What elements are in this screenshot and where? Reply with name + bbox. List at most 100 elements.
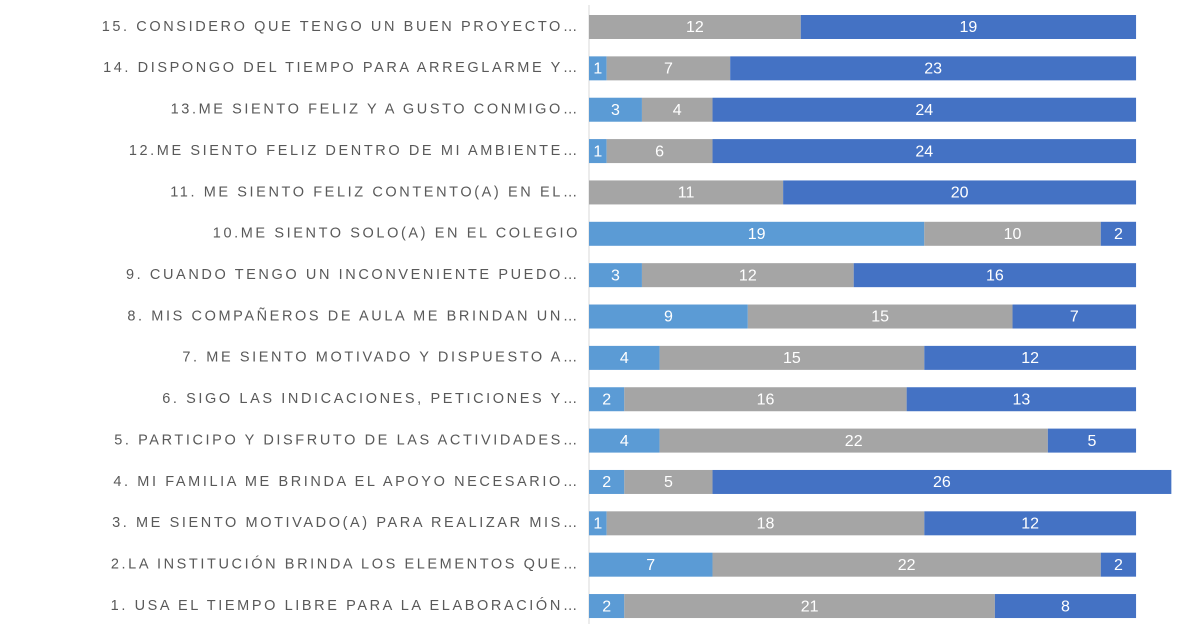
data-label: 2 xyxy=(602,598,611,615)
bar-segment xyxy=(924,345,1137,370)
data-label: 20 xyxy=(951,185,969,202)
bar-segment xyxy=(906,387,1137,412)
data-label: 12 xyxy=(1021,516,1039,533)
data-label: 23 xyxy=(924,61,942,78)
category-label: 10.ME SIENTO SOLO(A) EN EL COLEGIO xyxy=(213,226,580,242)
data-label: 12 xyxy=(739,267,757,284)
bar-segment xyxy=(659,345,925,370)
bar-segment xyxy=(589,221,925,246)
bar-segment xyxy=(589,511,607,536)
bar-segment xyxy=(924,221,1101,246)
bar-segment xyxy=(589,97,642,122)
data-label: 9 xyxy=(664,309,673,326)
bar-segment xyxy=(747,304,1013,329)
data-label: 4 xyxy=(620,350,629,367)
data-label: 2 xyxy=(1114,557,1123,574)
bar-segment xyxy=(712,97,1137,122)
data-label: 24 xyxy=(915,143,933,160)
data-label: 4 xyxy=(673,102,682,119)
category-label: 3. ME SIENTO MOTIVADO(A) PARA REALIZAR M… xyxy=(112,515,580,531)
category-label: 12.ME SIENTO FELIZ DENTRO DE MI AMBIENTE… xyxy=(129,143,580,159)
data-label: 22 xyxy=(898,557,916,574)
bar-segment xyxy=(783,180,1137,205)
bar-segment xyxy=(589,428,660,453)
bar-segment xyxy=(589,180,784,205)
bar-segment xyxy=(589,263,642,288)
bar-segment xyxy=(589,304,748,329)
data-label: 12 xyxy=(1021,350,1039,367)
bar-segment xyxy=(659,428,1048,453)
bar-segment xyxy=(994,594,1137,619)
bar-segment xyxy=(589,552,713,577)
data-label: 16 xyxy=(757,391,775,408)
bar-segment xyxy=(712,552,1101,577)
data-label: 7 xyxy=(664,61,673,78)
data-label: 10 xyxy=(1004,226,1022,243)
category-label: 15. CONSIDERO QUE TENGO UN BUEN PROYECTO… xyxy=(102,19,580,35)
plot-area: 0121917233424162401120191023121691574151… xyxy=(589,15,1172,619)
bar-segment xyxy=(624,594,995,619)
category-label: 9. CUANDO TENGO UN INCONVENIENTE PUEDO… xyxy=(126,267,580,283)
data-label: 21 xyxy=(801,598,819,615)
bar-segment xyxy=(712,139,1137,164)
data-label: 3 xyxy=(611,102,620,119)
data-label: 5 xyxy=(664,474,673,491)
bar-segment xyxy=(624,469,713,494)
data-label: 2 xyxy=(1114,226,1123,243)
data-label: 22 xyxy=(845,433,863,450)
bar-segment xyxy=(1100,221,1137,246)
bar-segment xyxy=(641,263,854,288)
data-label: 1 xyxy=(593,143,602,160)
bar-segment xyxy=(624,387,907,412)
data-label: 16 xyxy=(986,267,1004,284)
data-label: 26 xyxy=(933,474,951,491)
data-label: 11 xyxy=(678,185,695,202)
data-label: 7 xyxy=(1070,309,1079,326)
bar-segment xyxy=(589,387,625,412)
category-label: 1. USA EL TIEMPO LIBRE PARA LA ELABORACI… xyxy=(111,597,580,614)
data-label: 15 xyxy=(783,350,801,367)
bar-segment xyxy=(606,139,713,164)
data-label: 3 xyxy=(611,267,620,284)
data-label: 13 xyxy=(1012,391,1030,408)
bar-segment xyxy=(1100,552,1137,577)
category-label: 6. SIGO LAS INDICACIONES, PETICIONES Y… xyxy=(162,391,580,407)
bar-segment xyxy=(1012,304,1137,329)
category-label: 8. MIS COMPAÑEROS DE AULA ME BRINDAN UN… xyxy=(127,307,580,324)
data-label: 19 xyxy=(960,19,978,36)
category-label: 11. ME SIENTO FELIZ CONTENTO(A) EN EL… xyxy=(170,184,580,200)
bar-segment xyxy=(1047,428,1137,453)
bar-segment xyxy=(924,511,1137,536)
data-label: 6 xyxy=(655,143,664,160)
bar-segment xyxy=(606,511,925,536)
data-label: 1 xyxy=(593,61,602,78)
data-label: 15 xyxy=(871,309,889,326)
data-label: 8 xyxy=(1061,598,1070,615)
data-label: 19 xyxy=(748,226,766,243)
data-label: 24 xyxy=(915,102,933,119)
bar-segment xyxy=(589,345,660,370)
data-label: 7 xyxy=(646,557,655,574)
category-label: 5. PARTICIPO Y DISFRUTO DE LAS ACTIVIDAD… xyxy=(114,432,580,448)
category-label: 14. DISPONGO DEL TIEMPO PARA ARREGLARME … xyxy=(103,60,580,76)
bar-segment xyxy=(606,56,731,81)
bar-segment xyxy=(730,56,1137,81)
data-label: 4 xyxy=(620,433,629,450)
data-label: 12 xyxy=(686,19,704,36)
data-label: 2 xyxy=(602,474,611,491)
category-label: 13.ME SIENTO FELIZ Y A GUSTO CONMIGO… xyxy=(171,102,580,118)
category-label: 4. MI FAMILIA ME BRINDA EL APOYO NECESAR… xyxy=(113,474,580,490)
data-label: 1 xyxy=(593,516,602,533)
data-label: 18 xyxy=(757,516,775,533)
bar-segment xyxy=(589,139,607,164)
bar-segment xyxy=(712,469,1172,494)
bar-segment xyxy=(853,263,1137,288)
category-label: 2.LA INSTITUCIÓN BRINDA LOS ELEMENTOS QU… xyxy=(111,556,580,573)
bar-segment xyxy=(589,56,607,81)
category-label: 7. ME SIENTO MOTIVADO Y DISPUESTO A… xyxy=(182,350,580,366)
bar-segment xyxy=(800,15,1137,39)
bar-segment xyxy=(589,469,625,494)
bar-segment xyxy=(641,97,713,122)
data-label: 2 xyxy=(602,391,611,408)
